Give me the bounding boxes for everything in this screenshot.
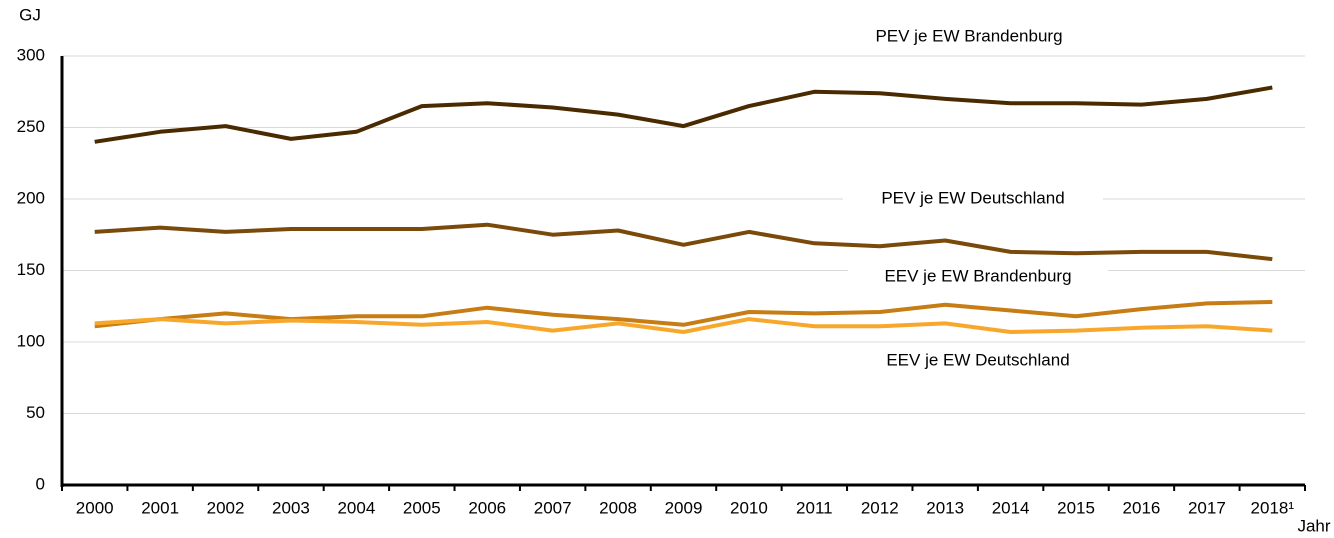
x-tick-label: 2012 (861, 498, 899, 517)
series-line (94, 222, 1273, 262)
series-line (94, 317, 1273, 334)
series-label: PEV je EW Brandenburg (875, 26, 1062, 45)
x-tick-label: 2010 (730, 498, 768, 517)
x-tick-label: 2003 (272, 498, 310, 517)
x-tick-label: 2002 (207, 498, 245, 517)
x-tick-label: 2005 (403, 498, 441, 517)
x-tick-label: 2006 (468, 498, 506, 517)
y-axis-label: GJ (19, 5, 41, 24)
x-axis-label: Jahr (1297, 516, 1330, 535)
x-tick-label: 2007 (534, 498, 572, 517)
y-tick-label: 50 (26, 403, 45, 422)
x-tick-label: 2015 (1057, 498, 1095, 517)
x-tick-label: 2011 (796, 498, 833, 517)
series-label: EEV je EW Deutschland (886, 350, 1069, 369)
x-tick-label: 2013 (926, 498, 964, 517)
label-background (848, 347, 1108, 375)
x-tick-label: 2004 (337, 498, 375, 517)
series-line (94, 85, 1273, 144)
y-tick-label: 150 (17, 260, 45, 279)
x-tick-label: 2000 (76, 498, 114, 517)
y-tick-label: 100 (17, 331, 45, 350)
x-tick-label: 2016 (1123, 498, 1161, 517)
x-tick-label: 2018¹ (1251, 498, 1295, 517)
y-tick-label: 200 (17, 188, 45, 207)
x-tick-label: 2017 (1188, 498, 1226, 517)
x-tick-label: 2009 (665, 498, 703, 517)
series-label: EEV je EW Brandenburg (884, 266, 1071, 285)
x-tick-label: 2001 (141, 498, 179, 517)
label-background (843, 185, 1103, 213)
series-label: PEV je EW Deutschland (881, 188, 1064, 207)
x-tick-label: 2014 (992, 498, 1030, 517)
x-tick-label: 2008 (599, 498, 637, 517)
label-background (848, 263, 1108, 291)
y-tick-label: 250 (17, 117, 45, 136)
y-tick-label: 300 (17, 45, 45, 64)
y-tick-label: 0 (36, 474, 45, 493)
label-background (839, 23, 1099, 51)
